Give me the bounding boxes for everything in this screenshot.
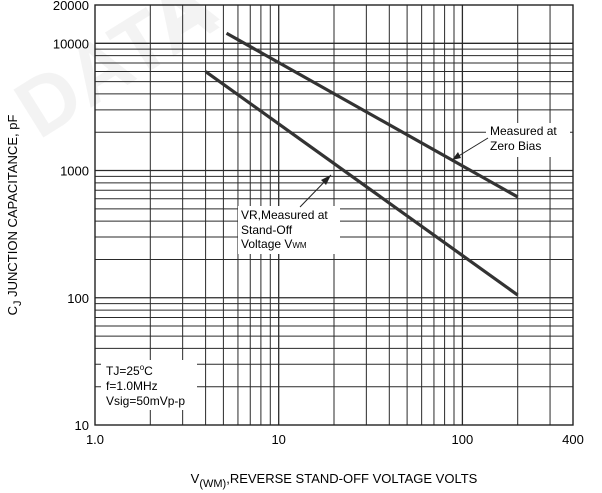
y-tick-label: 1000: [60, 164, 89, 179]
x-axis-title: V(WM),REVERSE STAND-OFF VOLTAGE VOLTS: [191, 471, 478, 490]
annotation-zero-bias: Measured at Zero Bias: [451, 123, 570, 161]
svg-text:Measured at: Measured at: [490, 124, 557, 138]
svg-text:f=1.0MHz: f=1.0MHz: [106, 379, 158, 393]
y-tick-label: 10: [75, 418, 89, 433]
plot-frame: [94, 4, 574, 426]
annotation-stand-off: VR,Measured at Stand-Off Voltage VWM: [238, 174, 340, 254]
y-tick-label: 10000: [53, 36, 89, 51]
x-tick-label: 1.0: [86, 432, 104, 447]
y-tick-label: 20000: [53, 0, 89, 13]
stand-off-arrowhead: [321, 175, 331, 185]
series-line-zero-bias: [225, 31, 519, 199]
svg-text:TJ=25oC: TJ=25oC: [106, 363, 153, 378]
svg-text:Stand-Off: Stand-Off: [241, 223, 293, 237]
y-axis-title: CJ JUNCTION CAPACITANCE, pF: [5, 115, 24, 316]
x-tick-label: 400: [562, 432, 584, 447]
y-tick-label: 100: [67, 291, 89, 306]
annotation-conditions: TJ=25oC f=1.0MHz Vsig=50mVp-p: [101, 360, 197, 410]
svg-text:Vsig=50mVp-p: Vsig=50mVp-p: [106, 394, 185, 408]
x-tick-label: 100: [452, 432, 474, 447]
series-lines: [204, 31, 519, 297]
series-line-stand-off: [204, 70, 519, 297]
zero-bias-arrowhead: [452, 152, 461, 160]
x-tick-label: 10: [271, 432, 285, 447]
svg-text:Voltage VWM: Voltage VWM: [241, 237, 307, 251]
svg-text:Zero Bias: Zero Bias: [490, 139, 541, 153]
svg-text:VR,Measured at: VR,Measured at: [241, 208, 328, 222]
